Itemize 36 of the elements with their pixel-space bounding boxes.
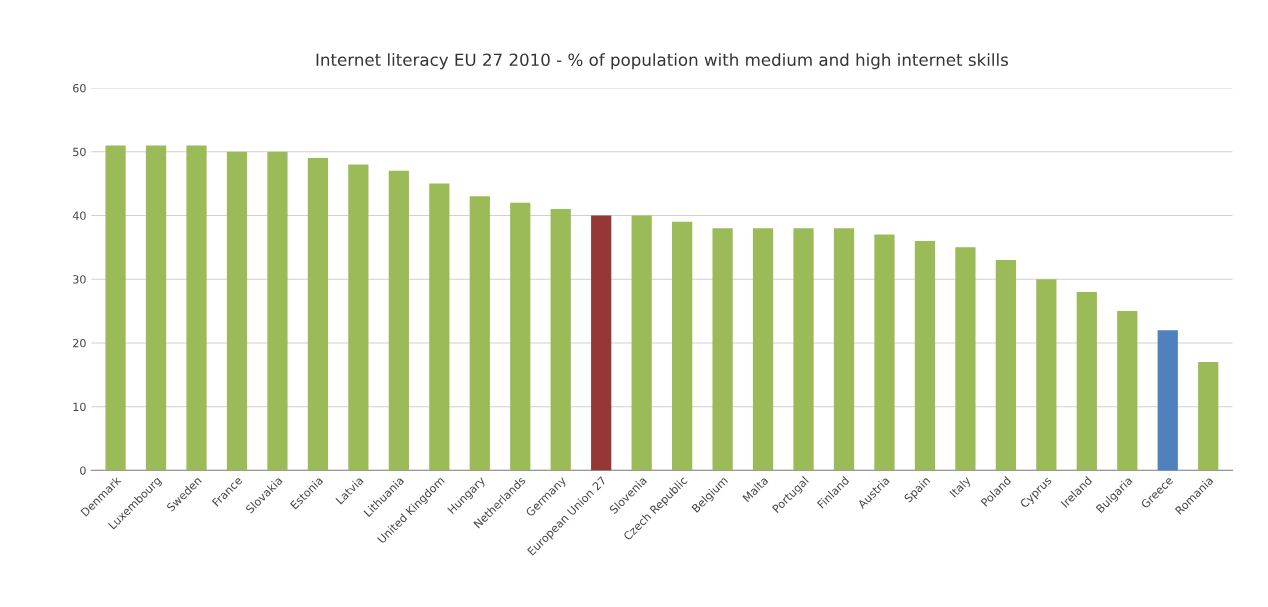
bar [226,151,248,471]
y-tick-label: 20 [73,338,86,348]
bar [995,260,1016,471]
bar [1157,330,1178,471]
bar [591,215,612,471]
y-tick-label: 10 [73,402,86,412]
bar [672,221,693,471]
bar [874,234,895,471]
y-tick-label: 0 [80,466,86,475]
bar [793,228,814,471]
bar [1036,279,1057,471]
bar [307,158,329,471]
y-tick-label: 50 [73,147,86,157]
bar [186,145,207,471]
y-tick-label: 30 [73,275,86,284]
y-tick-label: 40 [72,211,86,220]
bar [469,196,490,471]
y-tick-label: 60 [73,83,86,93]
bar [550,209,571,471]
bar [105,145,126,471]
bar [267,151,288,471]
bar [752,228,774,471]
bar [631,215,652,471]
bar [429,183,450,471]
bar [955,247,976,471]
chart-title: Internet literacy EU 27 2010 - % of population with medium and high internet skills [316,53,1008,70]
bar [833,228,855,471]
bar [348,164,369,471]
bar [712,228,733,471]
bar [1076,291,1097,471]
bar [1198,362,1219,471]
bar [388,170,409,471]
bar [510,202,531,471]
bar [914,240,936,471]
bar [1117,311,1138,471]
bar [145,145,167,471]
